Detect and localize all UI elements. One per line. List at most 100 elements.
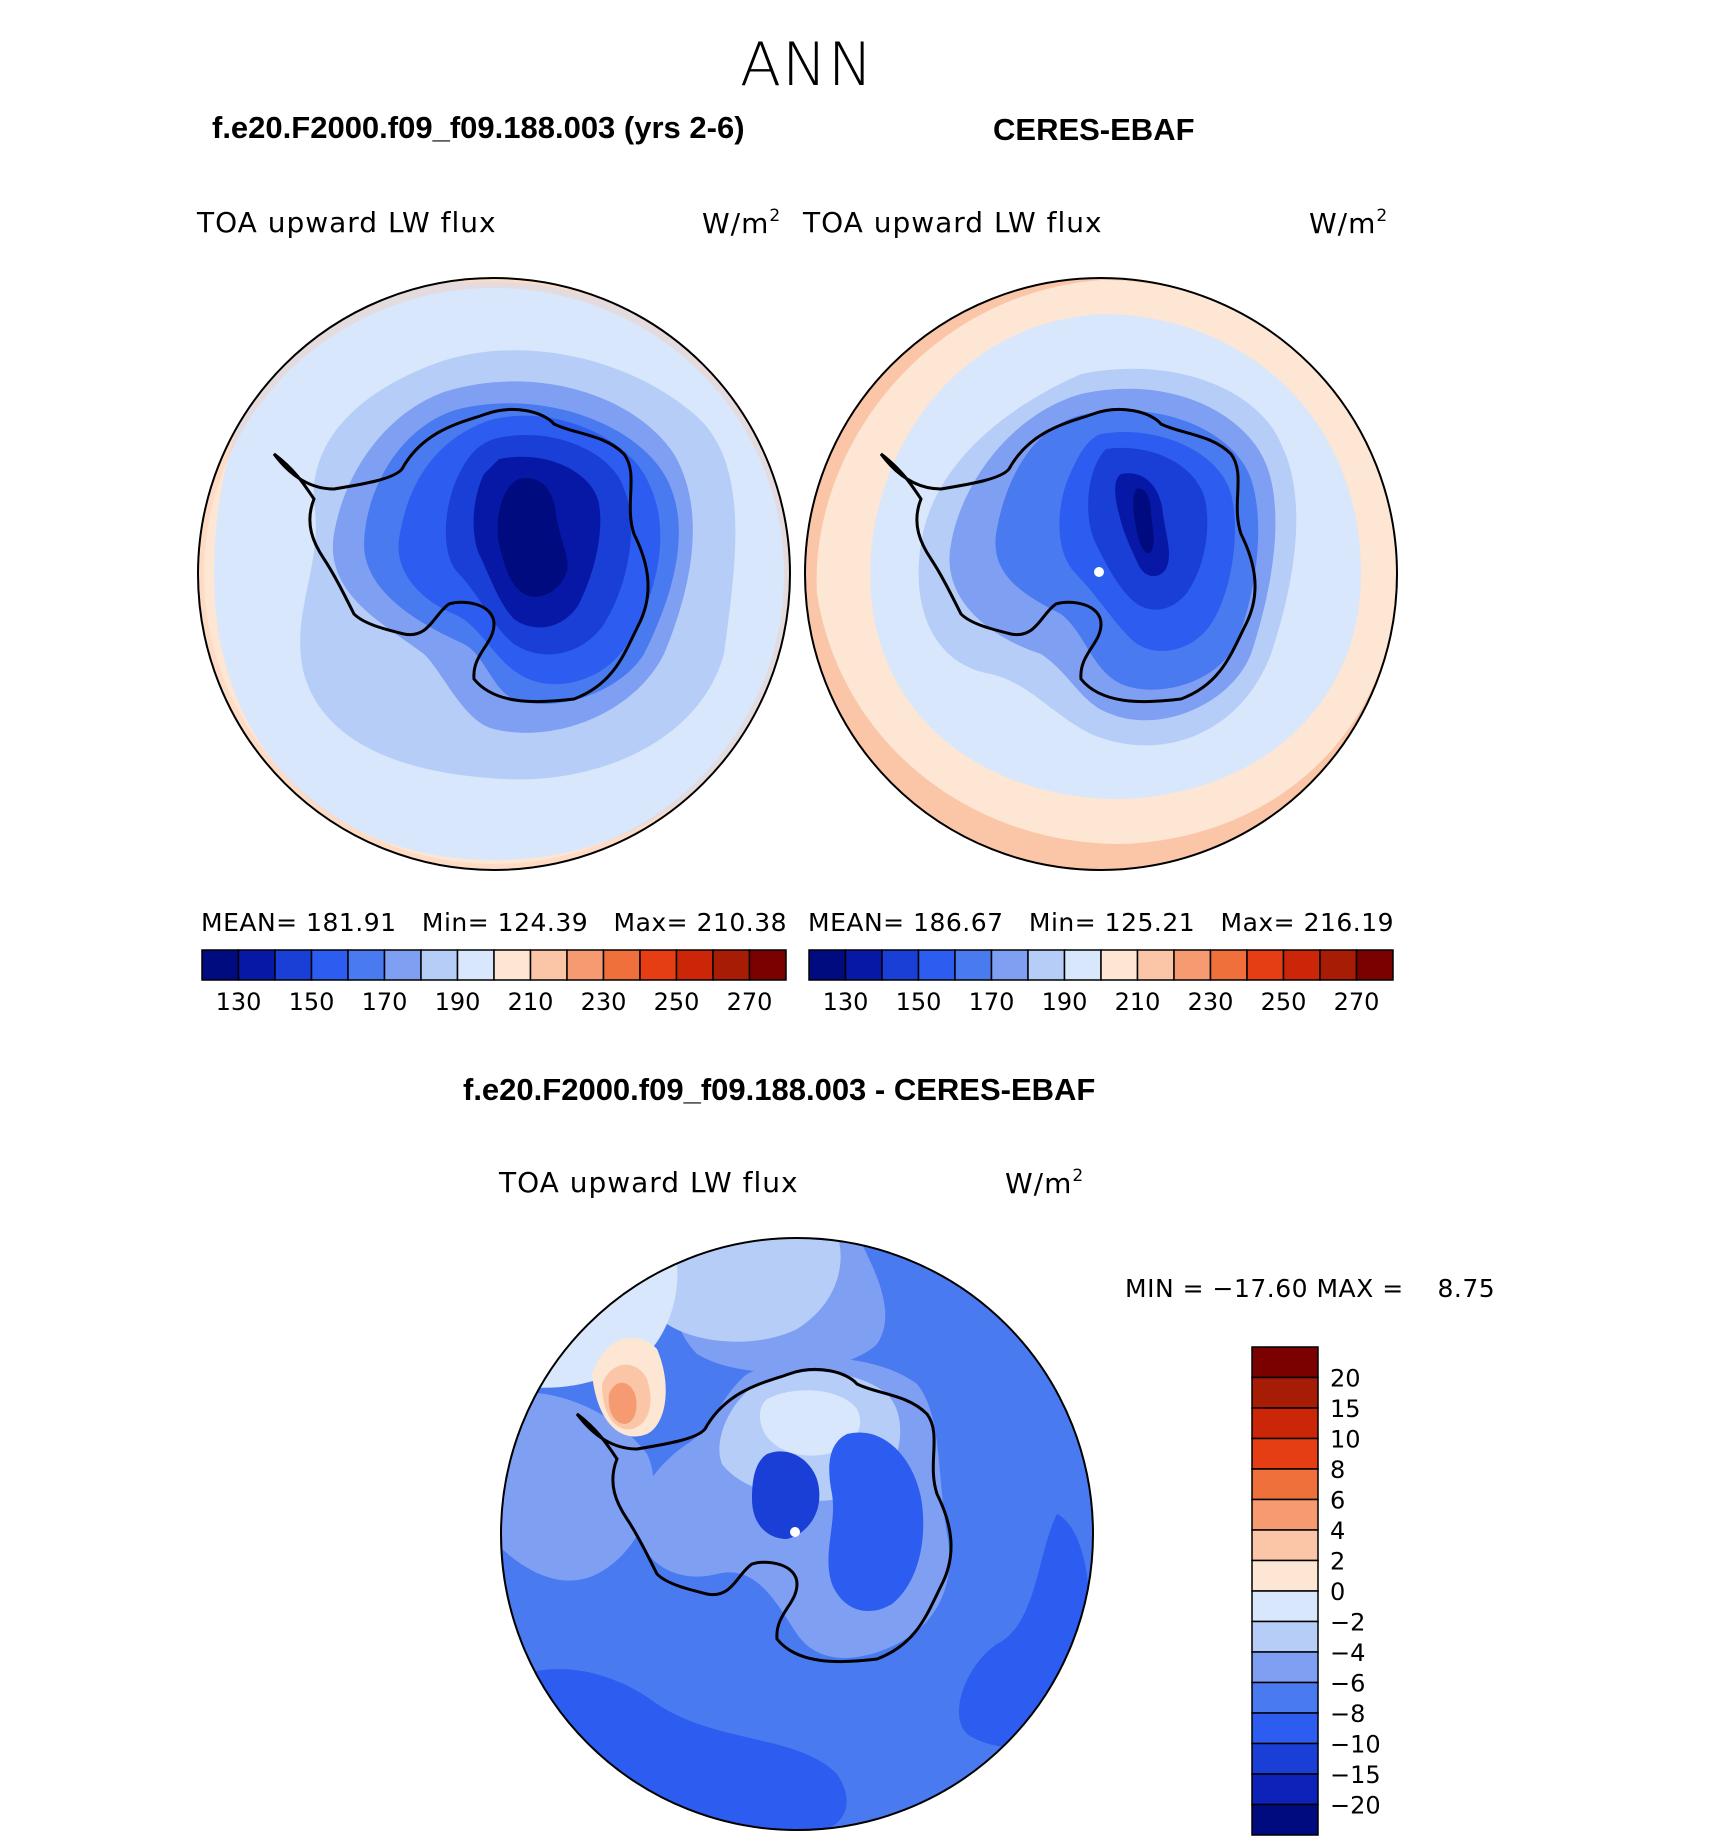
model-colorbar-box-4: [347, 949, 386, 981]
diff-colorbar-box-5: [1251, 1498, 1319, 1531]
model-colorbar-box-8: [493, 949, 532, 981]
model-variable-label: TOA upward LW flux: [197, 206, 497, 239]
obs-mean-value: 186.67: [913, 908, 1004, 937]
diff-max-label: MAX =: [1316, 1274, 1404, 1303]
obs-colorbar-box-6: [1027, 949, 1066, 981]
model-colorbar-tick-label: 150: [289, 988, 335, 1016]
diff-colorbar-tick-label: 0: [1330, 1578, 1345, 1606]
diff-colorbar-tick-label: 8: [1330, 1456, 1345, 1484]
obs-units-label: W/m2: [1309, 206, 1388, 240]
obs-colorbar-box-7: [1063, 949, 1102, 981]
diff-band-minus6-minus4-west: [501, 1392, 654, 1581]
diff-colorbar-box-9: [1251, 1620, 1319, 1653]
obs-colorbar-box-3: [917, 949, 956, 981]
model-colorbar: 130 150 170 190 210 230 250 270: [201, 949, 787, 1016]
obs-colorbar-box-14: [1319, 949, 1358, 981]
diff-units-exponent: 2: [1072, 1166, 1085, 1186]
diff-colorbar-box-8: [1251, 1590, 1319, 1623]
obs-colorbar-tick-label: 270: [1334, 988, 1380, 1016]
diff-colorbar-tick-label: 10: [1330, 1426, 1361, 1454]
diff-units-text: W/m: [1005, 1167, 1073, 1200]
obs-colorbar-box-5: [990, 949, 1029, 981]
model-antarctica-coastline: [272, 407, 650, 704]
model-polar-map: [197, 277, 791, 871]
model-colorbar-box-5: [383, 949, 422, 981]
diff-stats: MIN = −17.60 MAX = 8.75: [1125, 1274, 1495, 1303]
diff-colorbar-tick-label: 2: [1330, 1548, 1345, 1576]
model-colorbar-box-9: [529, 949, 568, 981]
diff-colorbar-tick-label: −20: [1330, 1792, 1381, 1820]
diff-map-border: [500, 1237, 1094, 1831]
obs-min-label: Min=: [1028, 908, 1097, 937]
diff-colorbar-box-15: [1251, 1803, 1319, 1836]
model-panel-title: f.e20.F2000.f09_f09.188.003 (yrs 2-6): [212, 110, 745, 145]
diff-colorbar-tick-label: 15: [1330, 1395, 1361, 1423]
model-colorbar-box-12: [639, 949, 678, 981]
model-units-exponent: 2: [769, 206, 782, 226]
diff-antarctica-coastline: [575, 1367, 953, 1664]
obs-mean-label: MEAN=: [808, 908, 905, 937]
diff-band-ice-sheet-minus15: [752, 1451, 820, 1539]
obs-colorbar: 130 150 170 190 210 230 250 270: [808, 949, 1394, 1016]
model-colorbar-tick-label: 190: [435, 988, 481, 1016]
model-mean-value: 181.91: [306, 908, 397, 937]
model-colorbar-box-0: [201, 949, 240, 981]
diff-colorbar-tick-label: 20: [1330, 1365, 1361, 1393]
diff-colorbar-box-6: [1251, 1529, 1319, 1562]
diff-units-label: W/m2: [1005, 1166, 1084, 1200]
diff-colorbar-tick-label: 6: [1330, 1487, 1345, 1515]
diff-min-value: −17.60: [1212, 1274, 1309, 1303]
diff-colorbar-box-10: [1251, 1651, 1319, 1684]
obs-colorbar-tick-label: 170: [969, 988, 1015, 1016]
obs-colorbar-box-12: [1246, 949, 1285, 981]
obs-polar-map: [804, 277, 1398, 871]
model-colorbar-box-15: [748, 949, 787, 981]
diff-pole-marker: [790, 1527, 800, 1537]
season-title: ANN: [740, 30, 874, 100]
diff-colorbar-tick-label: −2: [1330, 1609, 1365, 1637]
diff-band-ice-sheet-minus2: [759, 1390, 861, 1456]
obs-antarctica-coastline: [879, 407, 1257, 704]
model-colorbar-tick-label: 270: [727, 988, 773, 1016]
model-colorbar-box-10: [566, 949, 605, 981]
obs-max-value: 216.19: [1303, 908, 1395, 937]
diff-colorbar-tick-label: −8: [1330, 1700, 1365, 1728]
obs-band-lt130: [1133, 488, 1154, 554]
model-colorbar-tick-label: 210: [508, 988, 554, 1016]
diff-band-ice-sheet-minus10: [828, 1432, 924, 1612]
model-colorbar-box-13: [675, 949, 714, 981]
obs-colorbar-box-1: [844, 949, 883, 981]
obs-colorbar-box-0: [808, 949, 847, 981]
model-colorbar-box-3: [310, 949, 349, 981]
obs-colorbar-box-11: [1209, 949, 1248, 981]
diff-colorbar-box-13: [1251, 1742, 1319, 1775]
obs-colorbar-tick-label: 150: [896, 988, 942, 1016]
diff-colorbar-box-11: [1251, 1681, 1319, 1714]
obs-min-value: 125.21: [1104, 908, 1196, 937]
obs-panel-title: CERES-EBAF: [993, 112, 1195, 147]
diff-colorbar-box-7: [1251, 1559, 1319, 1592]
model-colorbar-tick-label: 230: [581, 988, 627, 1016]
model-units-label: W/m2: [702, 206, 781, 240]
obs-units-exponent: 2: [1376, 206, 1389, 226]
diff-colorbar-box-2: [1251, 1407, 1319, 1440]
diff-colorbar-tick-label: −10: [1330, 1731, 1381, 1759]
obs-colorbar-box-4: [954, 949, 993, 981]
diff-colorbar-box-1: [1251, 1376, 1319, 1409]
obs-colorbar-box-13: [1282, 949, 1321, 981]
diff-colorbar-box-3: [1251, 1437, 1319, 1470]
model-colorbar-tick-label: 130: [216, 988, 262, 1016]
model-mean-label: MEAN=: [201, 908, 298, 937]
obs-stats: MEAN= 186.67 Min= 125.21 Max= 216.19: [808, 908, 1394, 937]
model-stats: MEAN= 181.91 Min= 124.39 Max= 210.38: [201, 908, 787, 937]
obs-colorbar-box-15: [1355, 949, 1394, 981]
obs-colorbar-tick-label: 250: [1261, 988, 1307, 1016]
obs-max-label: Max=: [1220, 908, 1296, 937]
diff-colorbar-box-12: [1251, 1712, 1319, 1745]
model-colorbar-box-2: [274, 949, 313, 981]
model-colorbar-box-11: [602, 949, 641, 981]
model-colorbar-box-6: [420, 949, 459, 981]
diff-colorbar-tick-label: −4: [1330, 1639, 1365, 1667]
model-max-label: Max=: [613, 908, 689, 937]
